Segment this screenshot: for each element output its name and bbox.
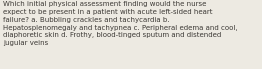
Text: Which initial physical assessment finding would the nurse
expect to be present i: Which initial physical assessment findin… <box>3 1 238 46</box>
